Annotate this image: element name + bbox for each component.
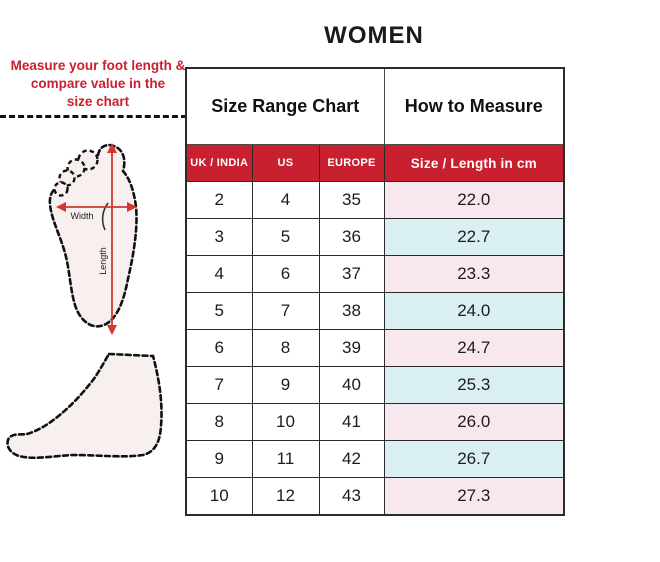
length-cm-cell: 25.3 <box>383 366 565 404</box>
length-cm-cell: 23.3 <box>383 255 565 293</box>
table-row: 10 12 43 27.3 <box>185 477 565 516</box>
eu-size-cell: 35 <box>318 181 385 219</box>
uk-size-cell: 4 <box>185 255 253 293</box>
instruction-line-1: Measure your foot length & <box>10 58 186 73</box>
us-size-cell: 9 <box>251 366 320 404</box>
col-header-us: US <box>251 144 320 182</box>
table-row: 6 8 39 24.7 <box>185 329 565 367</box>
table-row: 8 10 41 26.0 <box>185 403 565 441</box>
us-size-cell: 7 <box>251 292 320 330</box>
uk-size-cell: 9 <box>185 440 253 478</box>
length-cm-cell: 24.7 <box>383 329 565 367</box>
instruction-line-3: size chart <box>66 94 130 109</box>
dashed-divider-line <box>0 115 187 118</box>
foot-side-view-diagram <box>6 352 163 460</box>
width-label: Width <box>70 211 93 221</box>
eu-size-cell: 38 <box>318 292 385 330</box>
us-size-cell: 4 <box>251 181 320 219</box>
us-size-cell: 8 <box>251 329 320 367</box>
foot-outline <box>48 143 138 328</box>
uk-size-cell: 7 <box>185 366 253 404</box>
instruction-line-2: compare value in the <box>30 76 166 91</box>
table-row: 5 7 38 24.0 <box>185 292 565 330</box>
foot-side-outline <box>6 352 163 460</box>
measure-instruction: Measure your foot length & compare value… <box>0 57 196 111</box>
arrow-left-icon <box>56 202 66 212</box>
length-cm-cell: 26.7 <box>383 440 565 478</box>
table-column-header-row: UK / INDIA US EUROPE Size / Length in cm <box>185 144 565 182</box>
eu-size-cell: 41 <box>318 403 385 441</box>
eu-size-cell: 42 <box>318 440 385 478</box>
arrow-down-icon <box>107 325 117 335</box>
length-cm-cell: 26.0 <box>383 403 565 441</box>
size-range-chart-header: Size Range Chart <box>185 67 385 145</box>
uk-size-cell: 10 <box>185 477 253 516</box>
eu-size-cell: 39 <box>318 329 385 367</box>
us-size-cell: 5 <box>251 218 320 256</box>
us-size-cell: 12 <box>251 477 320 516</box>
arrow-right-icon <box>127 202 137 212</box>
eu-size-cell: 36 <box>318 218 385 256</box>
length-cm-cell: 27.3 <box>383 477 565 516</box>
arrow-up-icon <box>107 143 117 153</box>
us-size-cell: 6 <box>251 255 320 293</box>
length-cm-cell: 22.0 <box>383 181 565 219</box>
table-row: 4 6 37 23.3 <box>185 255 565 293</box>
col-header-europe: EUROPE <box>318 144 385 182</box>
uk-size-cell: 5 <box>185 292 253 330</box>
toe-icon <box>53 181 69 197</box>
eu-size-cell: 40 <box>318 366 385 404</box>
eu-size-cell: 43 <box>318 477 385 516</box>
how-to-measure-header: How to Measure <box>383 67 565 145</box>
table-row: 9 11 42 26.7 <box>185 440 565 478</box>
size-range-table: Size Range Chart How to Measure UK / IND… <box>185 67 566 516</box>
col-header-size-length: Size / Length in cm <box>383 144 565 182</box>
length-cm-cell: 24.0 <box>383 292 565 330</box>
col-header-uk-india: UK / INDIA <box>185 144 253 182</box>
uk-size-cell: 6 <box>185 329 253 367</box>
table-row: 2 4 35 22.0 <box>185 181 565 219</box>
uk-size-cell: 2 <box>185 181 253 219</box>
size-table-body: Size Range Chart How to Measure UK / IND… <box>185 67 565 516</box>
foot-arc-mark <box>101 202 109 231</box>
eu-size-cell: 37 <box>318 255 385 293</box>
us-size-cell: 11 <box>251 440 320 478</box>
uk-size-cell: 3 <box>185 218 253 256</box>
length-label: Length <box>98 247 108 275</box>
page-title: WOMEN <box>324 22 424 49</box>
table-group-header-row: Size Range Chart How to Measure <box>185 67 565 145</box>
uk-size-cell: 8 <box>185 403 253 441</box>
foot-top-view-diagram: Width Length <box>48 143 138 335</box>
length-cm-cell: 22.7 <box>383 218 565 256</box>
table-row: 7 9 40 25.3 <box>185 366 565 404</box>
table-row: 3 5 36 22.7 <box>185 218 565 256</box>
us-size-cell: 10 <box>251 403 320 441</box>
